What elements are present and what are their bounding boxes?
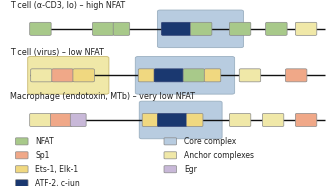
FancyBboxPatch shape: [190, 22, 212, 35]
FancyBboxPatch shape: [164, 166, 177, 173]
Text: ATF-2, c-jun: ATF-2, c-jun: [35, 179, 80, 186]
Text: Ets-1, Elk-1: Ets-1, Elk-1: [35, 165, 79, 174]
FancyBboxPatch shape: [73, 69, 94, 82]
FancyBboxPatch shape: [92, 22, 114, 35]
FancyBboxPatch shape: [266, 22, 287, 35]
FancyBboxPatch shape: [52, 69, 73, 82]
Text: Core complex: Core complex: [184, 137, 236, 146]
FancyBboxPatch shape: [30, 22, 51, 35]
Text: Macrophage (endotoxin, MTb) – very low NFAT: Macrophage (endotoxin, MTb) – very low N…: [10, 92, 195, 101]
FancyBboxPatch shape: [285, 69, 307, 82]
Text: Egr: Egr: [184, 165, 197, 174]
FancyBboxPatch shape: [239, 69, 261, 82]
FancyBboxPatch shape: [164, 152, 177, 159]
FancyBboxPatch shape: [183, 69, 205, 82]
FancyBboxPatch shape: [262, 113, 284, 126]
FancyBboxPatch shape: [229, 113, 251, 126]
Text: Anchor complexes: Anchor complexes: [184, 151, 254, 160]
FancyBboxPatch shape: [142, 113, 159, 126]
FancyBboxPatch shape: [157, 113, 187, 126]
FancyBboxPatch shape: [70, 113, 86, 126]
FancyBboxPatch shape: [164, 138, 177, 145]
FancyBboxPatch shape: [138, 69, 155, 82]
Text: T cell (α-CD3, Io) – high NFAT: T cell (α-CD3, Io) – high NFAT: [10, 1, 125, 10]
FancyBboxPatch shape: [295, 22, 317, 35]
FancyBboxPatch shape: [139, 101, 222, 139]
FancyBboxPatch shape: [229, 22, 251, 35]
FancyBboxPatch shape: [28, 57, 109, 94]
FancyBboxPatch shape: [161, 22, 191, 35]
Text: NFAT: NFAT: [35, 137, 54, 146]
FancyBboxPatch shape: [135, 57, 235, 94]
FancyBboxPatch shape: [154, 69, 184, 82]
FancyBboxPatch shape: [113, 22, 130, 35]
FancyBboxPatch shape: [295, 113, 317, 126]
FancyBboxPatch shape: [16, 180, 28, 186]
FancyBboxPatch shape: [30, 113, 51, 126]
FancyBboxPatch shape: [157, 10, 244, 48]
Text: Sp1: Sp1: [35, 151, 50, 160]
FancyBboxPatch shape: [204, 69, 221, 82]
FancyBboxPatch shape: [31, 69, 52, 82]
FancyBboxPatch shape: [16, 166, 28, 173]
FancyBboxPatch shape: [50, 113, 72, 126]
FancyBboxPatch shape: [16, 138, 28, 145]
Text: T cell (virus) – low NFAT: T cell (virus) – low NFAT: [10, 48, 104, 57]
FancyBboxPatch shape: [16, 152, 28, 159]
FancyBboxPatch shape: [186, 113, 203, 126]
